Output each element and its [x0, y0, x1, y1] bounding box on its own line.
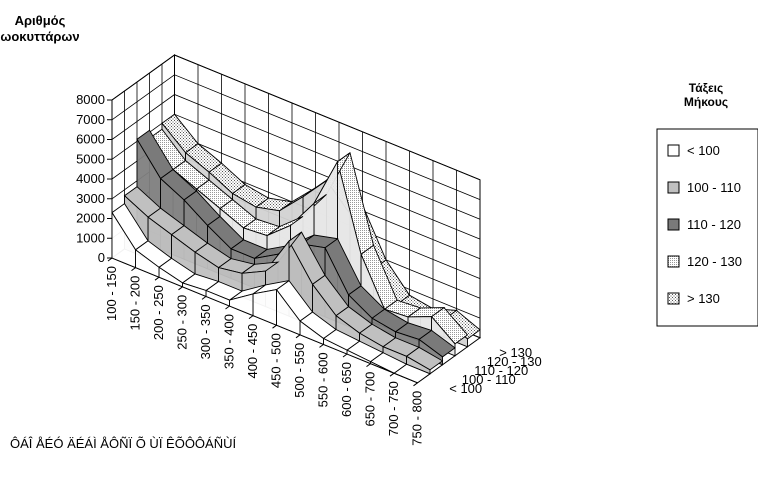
category-tick-label: 500 - 550 [292, 343, 307, 398]
legend-label: < 100 [687, 143, 720, 158]
z-axis-title-line1: Αριθμός [15, 13, 66, 28]
category-tick-label: 650 - 700 [363, 372, 378, 427]
category-tick-label: 200 - 250 [151, 285, 166, 340]
z-tick-label: 3000 [76, 191, 105, 206]
category-tick [296, 335, 300, 338]
z-tick-label: 7000 [76, 112, 105, 127]
category-tick-label: 400 - 450 [245, 324, 260, 379]
z-axis-title-line2: ωοκυττάρων [0, 29, 79, 44]
legend: Τάξεις Μήκους < 100 100 - 110 110 - 120 120… [657, 81, 758, 326]
category-tick [249, 316, 253, 319]
category-tick [390, 373, 394, 376]
x-axis-title: ÔÁÎ ÅÉÓ ÄÉÁÌ ÅÔÑÏ Õ ÙÏ ÊÕÔÔÁÑÙÍ [10, 436, 236, 451]
z-tick-label: 1000 [76, 230, 105, 245]
z-tick-label: 5000 [76, 151, 105, 166]
category-tick [179, 287, 183, 290]
category-tick-label: 150 - 200 [128, 276, 143, 331]
legend-swatch [668, 256, 679, 267]
legend-swatch [668, 293, 679, 304]
category-tick [226, 306, 230, 309]
category-tick-label: 700 - 750 [386, 381, 401, 436]
category-tick-label: 350 - 400 [222, 314, 237, 369]
category-tick [367, 364, 371, 367]
category-tick-label: 450 - 500 [269, 333, 284, 388]
z-tick-label: 6000 [76, 132, 105, 147]
category-tick-label: 600 - 650 [339, 362, 354, 417]
z-tick-label: 0 [98, 250, 105, 265]
legend-swatch [668, 219, 679, 230]
legend-label: 120 - 130 [687, 254, 742, 269]
legend-label: 100 - 110 [687, 180, 741, 195]
category-tick-label: 250 - 300 [175, 295, 190, 350]
category-tick [273, 325, 277, 328]
category-tick-label: 100 - 150 [104, 266, 119, 321]
legend-swatch [668, 182, 679, 193]
category-tick-label: 750 - 800 [410, 391, 425, 446]
category-tick [343, 354, 347, 357]
category-tick [155, 277, 159, 280]
category-tick [132, 268, 136, 271]
legend-swatch [668, 145, 679, 156]
category-tick-label: 300 - 350 [198, 304, 213, 359]
series-tick-label: > 130 [499, 345, 532, 360]
legend-label: 110 - 120 [687, 217, 741, 232]
category-tick [202, 296, 206, 299]
category-tick [320, 344, 324, 347]
category-tick-label: 550 - 600 [316, 352, 331, 407]
z-tick-label: 2000 [76, 211, 105, 226]
z-tick-label: 4000 [76, 171, 105, 186]
z-tick-label: 8000 [76, 92, 105, 107]
legend-title-line2: Μήκους [684, 95, 728, 109]
category-tick [414, 383, 418, 386]
legend-title-line1: Τάξεις [689, 81, 723, 95]
series-front-face [253, 290, 277, 326]
legend-label: > 130 [687, 291, 720, 306]
